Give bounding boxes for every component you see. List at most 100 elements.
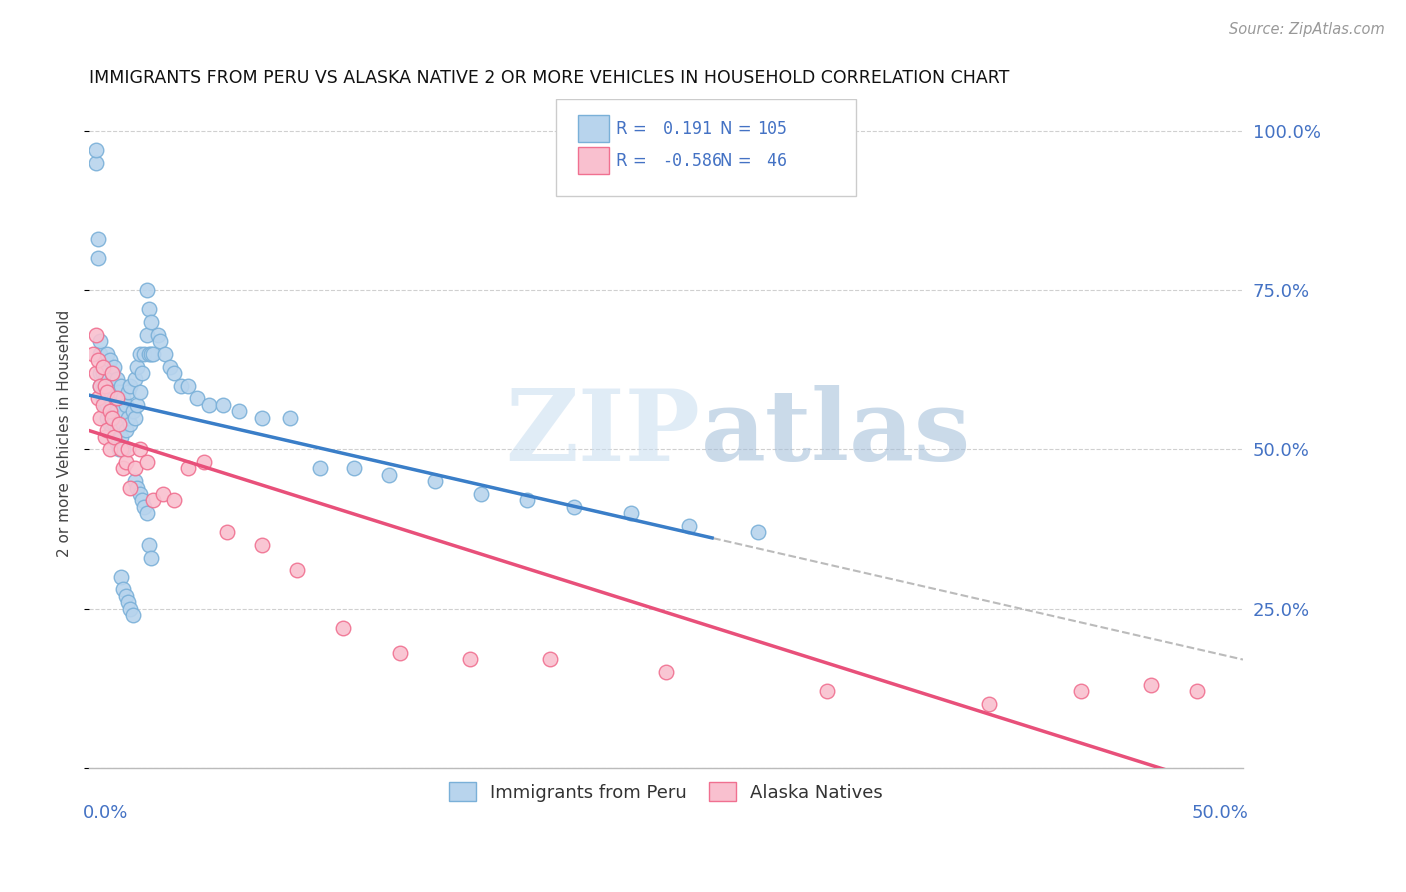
Point [110,378,132,392]
Point [141,550,163,565]
Point [96,423,118,437]
Point [142,347,165,361]
Point [112,392,135,406]
Text: N =: N = [720,120,752,137]
Point [138,302,160,317]
Point [124,372,146,386]
Point [121,404,143,418]
Point [91,366,114,380]
Point [84,366,107,380]
Point [120,601,142,615]
Point [285,563,308,577]
Point [170,378,193,392]
Point [110,404,132,418]
Point [149,334,172,348]
Point [84,156,107,170]
Point [540,652,562,666]
Point [112,461,135,475]
Point [117,410,139,425]
Legend: Immigrants from Peru, Alaska Natives: Immigrants from Peru, Alaska Natives [441,775,890,809]
Point [96,385,118,400]
Point [250,410,273,425]
Point [120,417,142,431]
Point [516,493,538,508]
Point [1185,684,1208,698]
Point [153,347,176,361]
Point [96,372,118,386]
Text: IMMIGRANTS FROM PERU VS ALASKA NATIVE 2 OR MORE VEHICLES IN HOUSEHOLD CORRELATIO: IMMIGRANTS FROM PERU VS ALASKA NATIVE 2 … [89,69,1010,87]
Point [94,385,117,400]
Point [89,378,111,392]
Point [678,518,700,533]
Point [146,327,169,342]
Point [103,417,125,431]
Point [142,493,165,508]
Point [177,461,200,475]
Point [112,582,135,597]
Point [228,404,250,418]
Point [120,378,142,392]
Text: R =: R = [616,152,647,169]
Point [110,429,132,443]
Point [110,570,132,584]
Point [89,366,111,380]
Point [84,327,107,342]
Point [423,474,446,488]
FancyBboxPatch shape [578,147,609,174]
Point [89,378,111,392]
Point [138,538,160,552]
Point [134,500,156,514]
Point [159,359,181,374]
Point [138,347,160,361]
Point [124,474,146,488]
Point [131,366,153,380]
Point [1070,684,1092,698]
Point [98,392,121,406]
Text: 50.0%: 50.0% [1192,805,1249,822]
Point [105,436,128,450]
Point [135,327,157,342]
Point [91,392,114,406]
Point [378,467,401,482]
Point [103,359,125,374]
Point [96,410,118,425]
Point [1139,678,1161,692]
Point [98,417,121,431]
Point [127,481,149,495]
Point [98,404,121,418]
Point [127,398,149,412]
Point [128,347,150,361]
Point [98,404,121,418]
Point [87,392,110,406]
Point [84,143,107,157]
Point [135,506,157,520]
Point [98,353,121,368]
Point [128,442,150,457]
Point [343,461,366,475]
Point [120,481,142,495]
Point [101,398,124,412]
Point [217,525,239,540]
Point [94,429,117,443]
Point [308,461,330,475]
Point [135,283,157,297]
Point [562,500,585,514]
Point [101,366,124,380]
Point [91,359,114,374]
Point [105,404,128,418]
Point [103,429,125,443]
Point [101,423,124,437]
FancyBboxPatch shape [557,99,856,196]
Point [141,347,163,361]
Point [105,372,128,386]
Point [82,347,104,361]
Point [98,378,121,392]
Point [112,442,135,457]
Point [89,334,111,348]
Point [135,455,157,469]
Point [117,385,139,400]
Point [193,455,215,469]
Point [134,347,156,361]
Point [124,461,146,475]
Point [389,646,412,660]
